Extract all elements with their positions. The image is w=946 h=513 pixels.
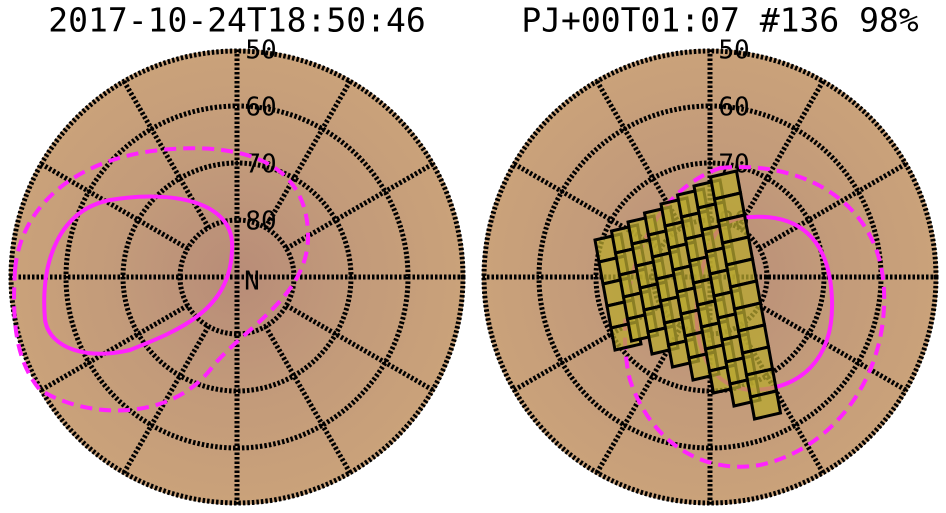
latitude-ring [593,160,827,394]
meridian [285,303,436,394]
pole-label: N [244,267,260,297]
auroral-oval-reference [12,146,311,413]
latitude-ring [177,217,297,337]
meridian [38,303,189,394]
meridian [758,160,909,251]
meridian [736,78,827,229]
latitude-ring [8,48,466,506]
meridian [758,303,909,394]
latitude-label: 60 [245,93,276,123]
latitude-label: 80 [245,207,276,237]
latitude-ring [120,160,354,394]
meridian [38,160,189,251]
latitude-ring [63,103,411,451]
meridian [263,78,354,229]
auroral-oval [42,194,235,356]
right-panel: 50607080PJ+00T01:07 #136 98% [481,1,939,506]
meridian [285,160,436,251]
timestamp-title: 2017-10-24T18:50:46 [48,1,426,40]
latitude-label: 60 [718,93,749,123]
latitude-label: 50 [718,36,749,66]
latitude-ring [650,217,770,337]
timestamp-title: PJ+00T01:07 #136 98% [521,1,918,40]
latitude-label: 50 [245,36,276,66]
meridian [263,325,354,476]
latitude-ring [481,48,939,506]
footprint-cell [748,389,783,421]
